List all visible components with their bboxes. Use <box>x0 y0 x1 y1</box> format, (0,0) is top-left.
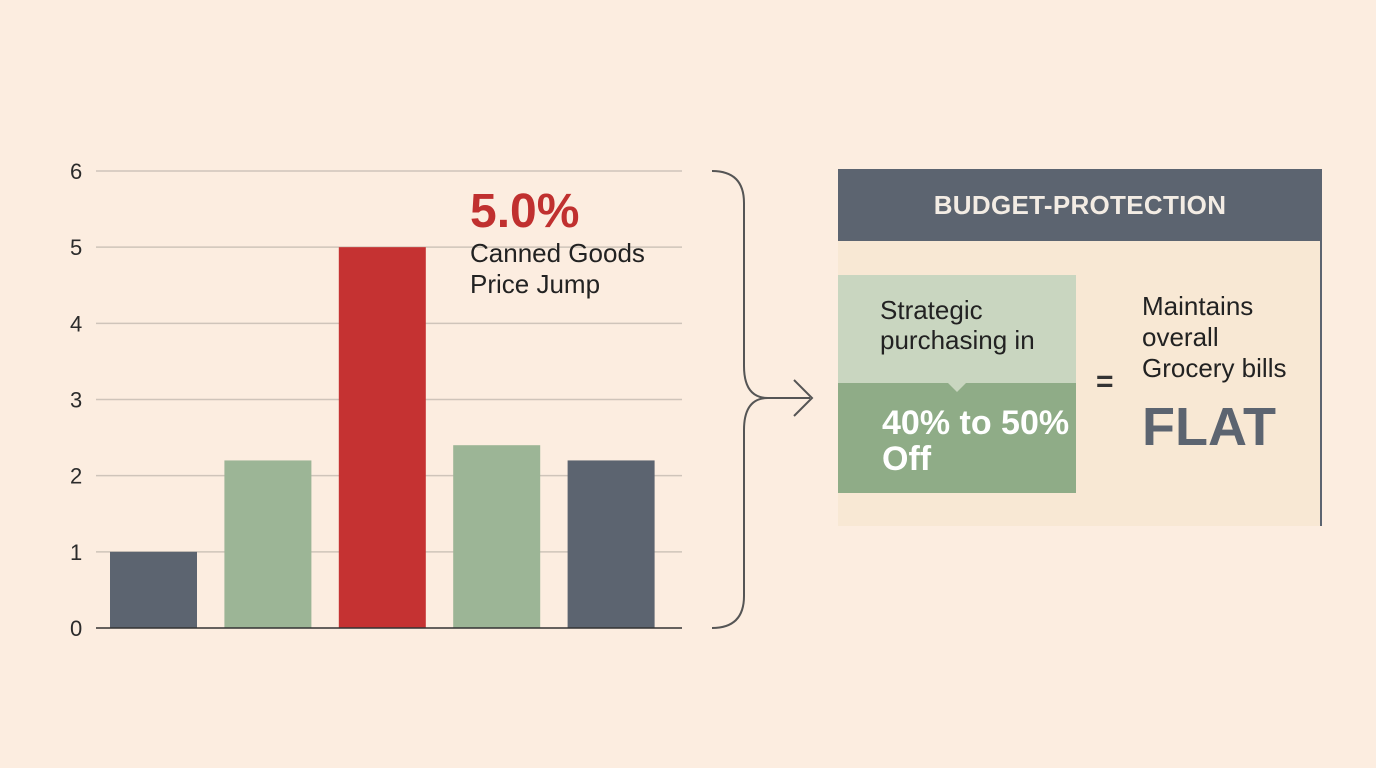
budget-protection-panel: BUDGET-PROTECTION Strategic purchasing i… <box>838 169 1322 526</box>
y-tick-label: 4 <box>70 311 82 336</box>
result-text: Maintains overall Grocery bills <box>1142 291 1287 383</box>
strategy-box: Strategic purchasing in <box>838 275 1076 383</box>
bracket-icon <box>711 170 769 629</box>
y-tick-label: 6 <box>70 159 82 184</box>
bar-1 <box>110 551 197 628</box>
strategy-text: Strategic purchasing in <box>880 295 1035 355</box>
bar-5 <box>567 460 655 628</box>
y-axis-ticks: 0 1 2 3 4 5 6 <box>70 159 82 641</box>
price-jump-callout: 5.0% Canned Goods Price Jump <box>470 186 690 300</box>
bar-4 <box>453 445 541 628</box>
bars <box>110 247 655 628</box>
bar-2 <box>224 460 312 628</box>
bar-chart: 0 1 2 3 4 5 6 <box>70 159 814 641</box>
y-tick-label: 2 <box>70 464 82 489</box>
y-tick-label: 0 <box>70 616 82 641</box>
callout-text: Canned Goods Price Jump <box>470 238 645 299</box>
discount-box: 40% to 50% Off <box>838 383 1076 493</box>
arrow-right-icon <box>768 379 814 417</box>
y-tick-label: 5 <box>70 235 82 260</box>
y-tick-label: 1 <box>70 540 82 565</box>
y-tick-label: 3 <box>70 388 82 413</box>
discount-text: 40% to 50% Off <box>882 404 1070 478</box>
panel-header: BUDGET-PROTECTION <box>838 169 1322 241</box>
callout-value: 5.0% <box>470 185 580 238</box>
equals-sign: = <box>1096 365 1114 398</box>
panel-border <box>1320 169 1322 526</box>
bar-3 <box>338 247 426 628</box>
notch-icon <box>948 383 966 392</box>
result-value: FLAT <box>1142 397 1276 457</box>
